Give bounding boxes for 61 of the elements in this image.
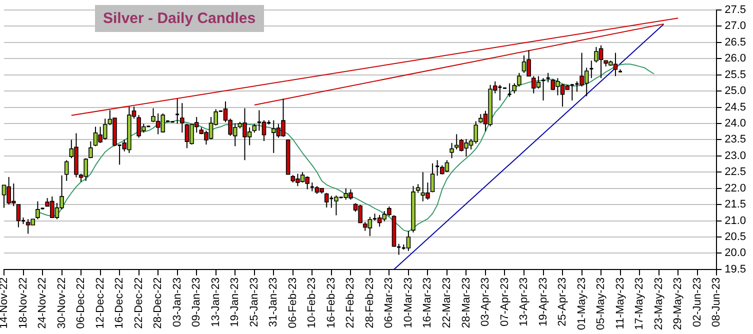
x-tick-label: 16-Feb-23: [325, 277, 338, 328]
x-tick-label: 05-May-23: [595, 277, 608, 330]
x-tick-label: 01-May-23: [576, 277, 588, 330]
candlestick: [176, 98, 180, 124]
y-tick-label: 24.0: [724, 118, 746, 130]
x-tick-label: 22-Mar-23: [440, 277, 453, 328]
x-tick-label: 03-Apr-23: [480, 277, 492, 326]
x-tick-label: 31-Jan-23: [268, 277, 280, 327]
x-tick-label: 17-May-23: [634, 277, 646, 330]
y-tick-label: 24.5: [724, 101, 746, 114]
y-tick-label: 26.0: [724, 52, 746, 65]
candlestick: [546, 72, 550, 83]
x-tick-label: 06-Mar-23: [383, 277, 396, 328]
x-tick-label: 30-Nov-22: [56, 277, 68, 329]
x-tick-label: 23-May-23: [652, 277, 665, 330]
y-tick-label: 21.5: [724, 198, 746, 211]
y-tick-label: 27.0: [724, 20, 746, 32]
x-tick-label: 28-Mar-23: [460, 277, 472, 328]
x-tick-label: 28-Feb-23: [364, 277, 376, 328]
x-tick-label: 24-Nov-22: [36, 277, 49, 329]
x-tick-label: 18-Nov-22: [17, 277, 30, 329]
y-tick-label: 27.5: [724, 4, 746, 16]
x-tick-label: 08-Jun-23: [710, 277, 723, 327]
y-tick-label: 23.5: [724, 134, 746, 146]
x-tick-label: 16-Mar-23: [422, 277, 434, 328]
x-tick-label: 19-Jan-23: [229, 277, 242, 327]
x-tick-label: 06-Dec-22: [75, 277, 88, 329]
x-tick-label: 22-Dec-22: [132, 277, 145, 329]
x-tick-label: 16-Dec-22: [114, 277, 126, 329]
y-tick-label: 22.5: [724, 166, 746, 178]
x-tick-label: 02-Jun-23: [691, 277, 704, 327]
x-tick-label: 06-Feb-23: [286, 277, 299, 328]
x-tick-label: 07-Apr-23: [498, 277, 511, 326]
candlestick: [508, 82, 512, 98]
x-tick-label: 11-May-23: [614, 277, 626, 330]
y-tick-label: 25.5: [724, 68, 746, 81]
x-tick-label: 13-Jan-23: [210, 277, 222, 327]
x-tick-label: 25-Jan-23: [248, 277, 260, 327]
y-tick-label: 23.0: [724, 150, 746, 162]
x-tick-label: 10-Feb-23: [306, 277, 318, 328]
x-tick-label: 29-May-23: [672, 277, 684, 330]
y-tick-label: 21.0: [724, 214, 746, 227]
candlestick: [436, 160, 440, 176]
y-tick-label: 20.5: [724, 231, 746, 244]
y-tick-label: 19.5: [724, 263, 746, 276]
candlestick: [542, 78, 545, 101]
x-tick-label: 13-Apr-23: [518, 277, 530, 326]
y-tick-label: 26.5: [724, 36, 746, 48]
x-tick-label: 09-Jan-23: [190, 277, 203, 327]
y-tick-label: 25.0: [724, 85, 746, 98]
x-tick-label: 12-Dec-22: [94, 277, 106, 329]
y-tick-label: 22.0: [724, 182, 746, 194]
x-tick-label: 28-Dec-22: [152, 277, 164, 329]
candlestick: [590, 60, 594, 79]
x-tick-label: 22-Feb-23: [344, 277, 357, 328]
chart-title: Silver - Daily Candles: [95, 5, 264, 32]
x-tick-label: 25-Apr-23: [556, 277, 569, 326]
x-tick-label: 10-Mar-23: [402, 277, 414, 328]
x-tick-label: 03-Jan-23: [171, 277, 184, 327]
y-tick-label: 20.0: [724, 247, 746, 260]
x-tick-label: 19-Apr-23: [537, 277, 550, 326]
